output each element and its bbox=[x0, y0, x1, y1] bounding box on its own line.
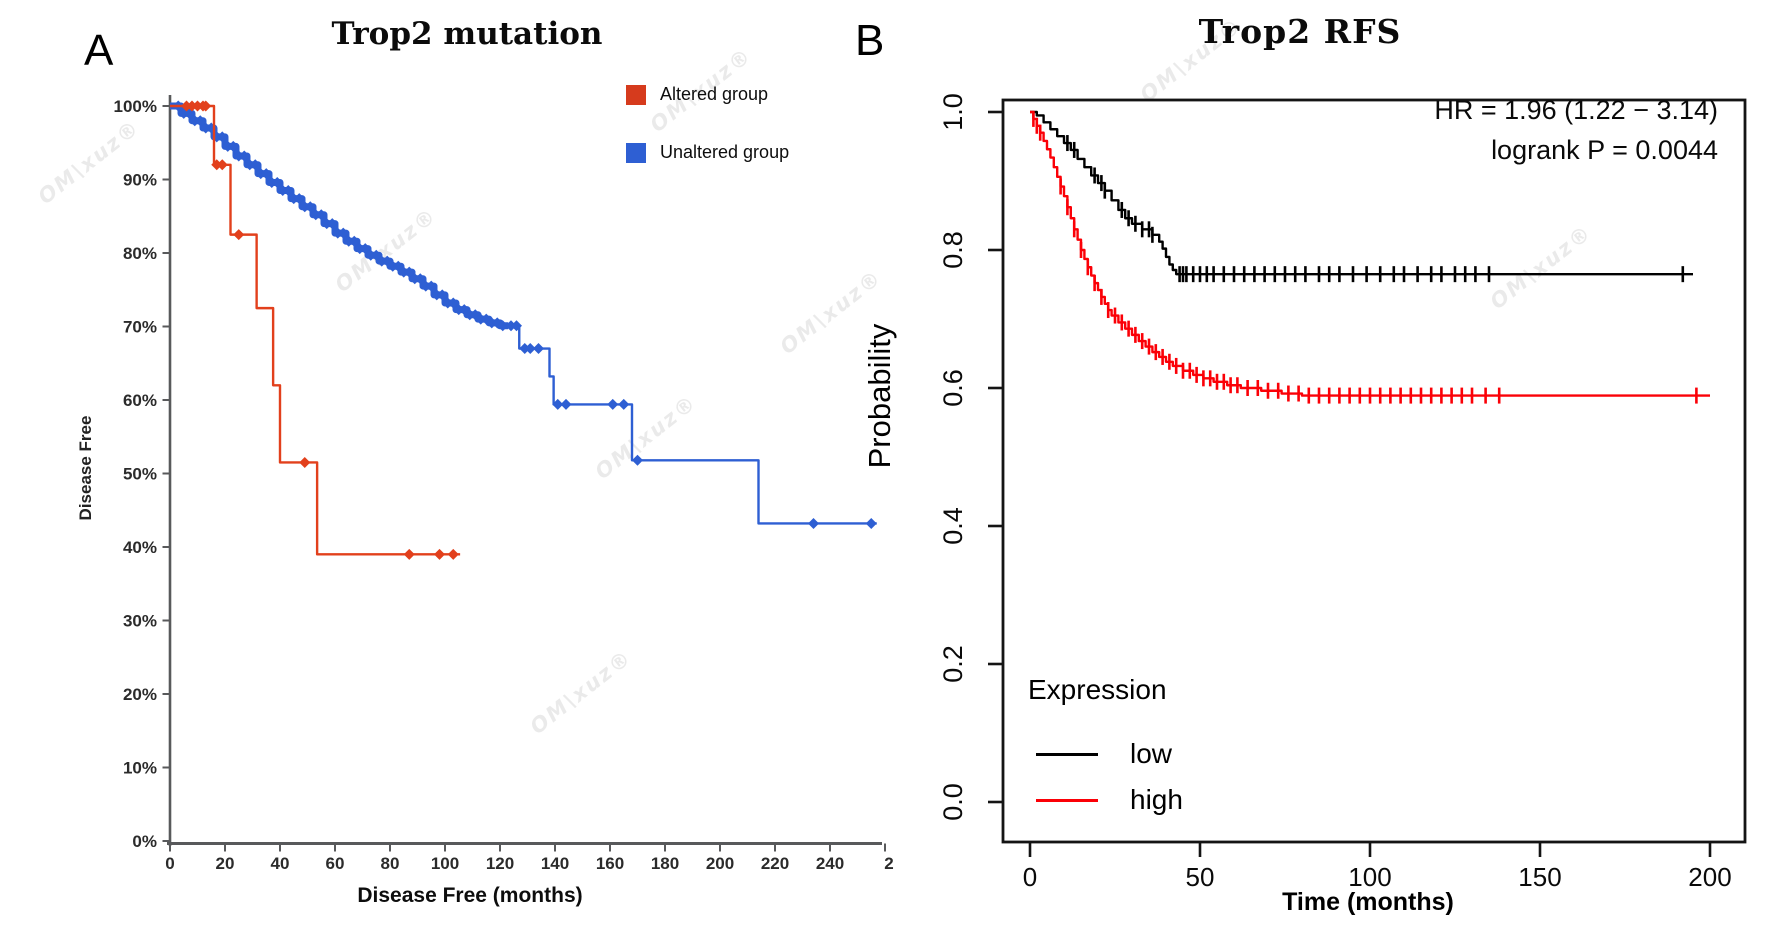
panel-a-x-tick-label: 240 bbox=[816, 854, 844, 873]
panel-b-x-axis-label: Time (months) bbox=[1282, 888, 1454, 916]
panel-b-y-tick-label: 1.0 bbox=[938, 93, 968, 131]
panel-a-x-axis-label: Disease Free (months) bbox=[357, 884, 583, 907]
panel-b-y-tick-label: 0.0 bbox=[938, 783, 968, 821]
panel-a-x-tick-label: 140 bbox=[541, 854, 569, 873]
panel-a-y-tick-label: 90% bbox=[123, 171, 157, 190]
panel-a-x-tick-label: 60 bbox=[326, 854, 345, 873]
series-high-expression bbox=[1030, 110, 1710, 404]
expression-legend-title: Expression bbox=[1028, 674, 1167, 705]
panel-a-y-tick-label: 60% bbox=[123, 391, 157, 410]
low-line-swatch bbox=[1036, 752, 1098, 756]
panel-a-x-tick-label: 120 bbox=[486, 854, 514, 873]
panel-b-plot-box bbox=[1001, 98, 1747, 844]
panel-a-x-tick-label: 100 bbox=[431, 854, 459, 873]
logrank-p-annotation: logrank P = 0.0044 bbox=[1491, 135, 1718, 165]
panel-a-x-tick-label-truncated: 2 bbox=[884, 854, 893, 873]
panel-b-y-tick-label: 0.2 bbox=[938, 645, 968, 683]
panel-a-y-tick-label: 40% bbox=[123, 538, 157, 557]
panel-b-x-tick-label: 100 bbox=[1348, 862, 1391, 892]
legend-item-label: low bbox=[1130, 738, 1173, 769]
panel-a-x-tick-label: 0 bbox=[165, 854, 174, 873]
panel-b-y-tick-label: 0.4 bbox=[938, 507, 968, 545]
panel-a-x-tick-label: 40 bbox=[271, 854, 290, 873]
legend-item-label: Unaltered group bbox=[660, 142, 790, 162]
panel-b-plot: 1.0 0.8 0.6 0.4 0.2 0.0 0 50 100 150 200 bbox=[938, 93, 1747, 892]
panel-a-x-tick-label: 160 bbox=[596, 854, 624, 873]
panel-a-y-tick-label: 30% bbox=[123, 612, 157, 631]
legend-item-high: high bbox=[1036, 784, 1183, 816]
panel-b-x-tick-label: 200 bbox=[1688, 862, 1731, 892]
panel-a-x-tick-label: 180 bbox=[651, 854, 679, 873]
legend-item-unaltered: Unaltered group bbox=[626, 142, 789, 163]
series-unaltered-group bbox=[170, 100, 877, 529]
panel-a-axes: 100% 90% 80% 70% 60% 50% 40% 30% 20% 10% 0% 0 20 40 60… bbox=[114, 95, 894, 873]
hazard-ratio-annotation: HR = 1.96 (1.22 − 3.14) bbox=[1434, 95, 1718, 125]
panel-b-axes: 1.0 0.8 0.6 0.4 0.2 0.0 0 50 100 150 200 bbox=[938, 93, 1732, 892]
legend-item-label: high bbox=[1130, 784, 1183, 815]
panel-a-title: Trop2 mutation bbox=[331, 16, 603, 52]
panel-b-title: Trop2 RFS bbox=[1198, 12, 1402, 51]
panel-a-y-tick-label: 100% bbox=[114, 97, 157, 116]
altered-group-swatch bbox=[626, 84, 646, 105]
panel-b-y-axis-label: Probability bbox=[862, 323, 897, 469]
legend-item-label: Altered group bbox=[660, 84, 769, 104]
panel-a-y-tick-label: 70% bbox=[123, 318, 157, 337]
unaltered-group-swatch bbox=[626, 142, 646, 163]
panel-a-y-tick-label: 10% bbox=[123, 759, 157, 778]
high-line-swatch bbox=[1036, 798, 1098, 802]
panel-a-x-tick-label: 20 bbox=[216, 854, 235, 873]
panel-a-y-tick-label: 80% bbox=[123, 244, 157, 263]
legend-item-low: low bbox=[1036, 738, 1172, 770]
panel-a-x-tick-label: 200 bbox=[706, 854, 734, 873]
panel-b-y-tick-label: 0.6 bbox=[938, 369, 968, 407]
panel-b-y-tick-label: 0.8 bbox=[938, 231, 968, 269]
panel-a-y-tick-label: 20% bbox=[123, 685, 157, 704]
panel-a-y-axis-label: Disease Free bbox=[76, 415, 95, 521]
series-altered-group bbox=[170, 100, 461, 560]
legend-item-altered: Altered group bbox=[626, 84, 768, 105]
panel-a-label: A bbox=[84, 26, 114, 75]
panel-b-x-tick-label: 0 bbox=[1023, 862, 1037, 892]
panel-a-y-tick-label: 50% bbox=[123, 465, 157, 484]
panel-a-x-tick-label: 220 bbox=[761, 854, 789, 873]
series-low-expression bbox=[1030, 110, 1693, 283]
panel-a-y-tick-label: 0% bbox=[132, 832, 157, 851]
panel-a-x-tick-label: 80 bbox=[381, 854, 400, 873]
panel-a-plot: 100% 90% 80% 70% 60% 50% 40% 30% 20% 10% 0% 0 20 40 60… bbox=[114, 95, 894, 873]
panel-b-x-tick-label: 150 bbox=[1518, 862, 1561, 892]
panel-b-label: B bbox=[855, 16, 885, 65]
panel-b-x-tick-label: 50 bbox=[1186, 862, 1215, 892]
